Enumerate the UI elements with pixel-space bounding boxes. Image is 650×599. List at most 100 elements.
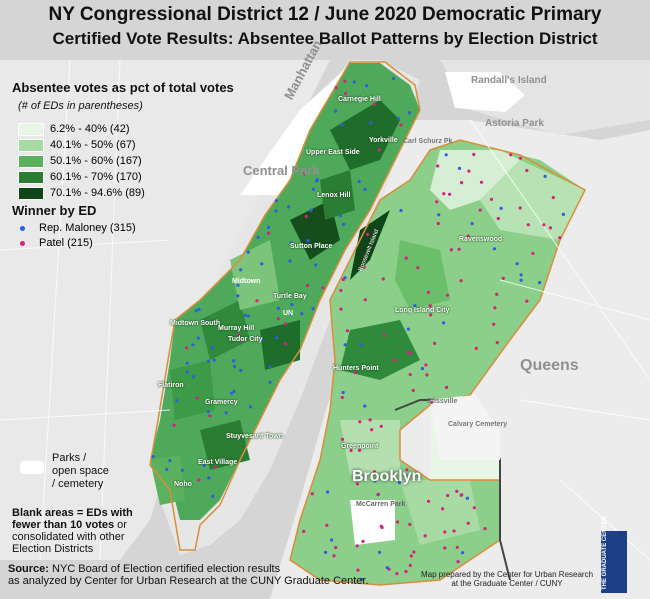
graduate-center-logo: THE GRADUATE CENTER (601, 516, 627, 593)
ed-winner-dot (395, 520, 400, 524)
source-note: Source: NYC Board of Election certified … (8, 563, 369, 587)
ed-winner-dot (457, 247, 461, 251)
neighborhood-label: Flatiron (158, 382, 184, 389)
legend-item: 6.2% - 40% (42) (18, 122, 129, 136)
ed-winner-dot (359, 343, 363, 347)
legend-item: 40.1% - 50% (67) (18, 138, 136, 152)
ed-winner-dot (518, 156, 523, 160)
ed-winner-dot (239, 368, 243, 373)
place-label: Queens (520, 357, 579, 374)
ed-winner-dot (339, 307, 343, 311)
ed-winner-dot (236, 294, 240, 298)
ed-winner-dot (460, 181, 464, 185)
ed-winner-dot (442, 192, 446, 196)
ed-winner-dot (449, 248, 453, 252)
ed-winner-dot (287, 205, 291, 209)
ed-winner-dot (558, 236, 562, 240)
ed-winner-dot (499, 206, 503, 210)
ed-winner-dot (408, 373, 412, 377)
legend-label: 70.1% - 94.6% (89) (50, 187, 145, 199)
legend-item: 60.1% - 70% (170) (18, 170, 142, 184)
ed-winner-dot (423, 534, 427, 538)
legend-swatch (18, 170, 44, 184)
legend-label: 50.1% - 60% (167) (50, 155, 142, 167)
ed-winner-dot (496, 216, 500, 221)
roosevelt-island (350, 210, 390, 280)
ed-winner-dot (356, 568, 360, 572)
ed-winner-dot (433, 341, 437, 345)
neighborhood-label: Yorkville (369, 137, 398, 144)
ed-winner-dot (429, 313, 433, 317)
place-label: McCarren Park (356, 501, 406, 508)
ed-winner-dot (455, 489, 459, 493)
ed-winner-dot (267, 225, 271, 230)
manhattan-districts (150, 63, 420, 520)
ed-winner-dot (202, 463, 206, 467)
ed-winner-dot (424, 363, 428, 367)
ed-winner-dot (274, 336, 279, 340)
ed-winner-dot (302, 529, 306, 534)
ed-winner-dot (268, 380, 272, 384)
winner-label: Patel (215) (39, 237, 93, 249)
ed-winner-dot (343, 276, 347, 280)
ed-winner-dot (376, 492, 380, 496)
neighborhood-label: Stuyvesant Town (226, 433, 284, 440)
ed-winner-dot (246, 314, 250, 318)
legend-label: 40.1% - 50% (67) (50, 139, 136, 151)
ed-winner-dot (443, 530, 447, 534)
ed-winner-dot (185, 361, 189, 365)
ed-winner-dot (289, 311, 293, 315)
neighborhood-label: Midtown South (170, 320, 221, 327)
ed-winner-dot (260, 262, 264, 266)
ed-winner-dot (426, 290, 431, 294)
ed-winner-dot (315, 179, 319, 183)
ed-winner-dot (538, 281, 542, 285)
neighborhood-label: Tudor City (228, 336, 263, 343)
ed-winner-dot (357, 179, 361, 184)
ed-winner-dot (399, 123, 403, 127)
map-title: NY Congressional District 12 / June 2020… (48, 4, 602, 25)
place-label: Brooklyn (352, 468, 422, 485)
neighborhood-label: Ravenswood (459, 236, 503, 243)
ed-winner-dot (302, 172, 306, 176)
legend-swatch (18, 154, 44, 168)
ed-winner-dot (232, 359, 236, 363)
ed-winner-dot (196, 336, 200, 340)
ed-winner-dot (441, 507, 445, 511)
ed-winner-dot (495, 292, 499, 296)
ed-winner-dot (426, 499, 431, 503)
ed-winner-dot (237, 333, 241, 337)
ed-winner-dot (446, 293, 450, 297)
place-label: Calvary Cemetery (448, 421, 508, 428)
ed-winner-dot (460, 493, 464, 497)
ed-winner-dot (428, 304, 432, 308)
legend-heading: Absentee votes as pct of total votes (12, 80, 234, 95)
ed-winner-dot (290, 303, 294, 307)
ed-winner-dot (436, 221, 440, 226)
ed-winner-dot (363, 187, 367, 192)
ed-winner-dot (345, 329, 349, 333)
ed-winner-dot (358, 420, 362, 424)
patel-dot-icon (20, 240, 25, 246)
neighborhood-label: Lenox Hill (317, 192, 351, 199)
ed-winner-dot (455, 545, 459, 549)
ed-winner-dot (378, 550, 382, 554)
ed-winner-dot (396, 117, 401, 121)
ed-winner-dot (515, 262, 519, 266)
ed-winner-dot (239, 268, 243, 272)
mccarren-park (350, 500, 395, 545)
ed-winner-dot (357, 448, 362, 452)
maloney-dot-icon (20, 225, 25, 231)
ed-winner-dot (483, 527, 487, 531)
ed-winner-dot (459, 279, 463, 283)
ed-winner-dot (184, 346, 189, 350)
ed-winner-dot (474, 346, 478, 350)
ed-winner-dot (255, 299, 259, 303)
ed-winner-dot (349, 448, 353, 453)
ed-winner-dot (437, 213, 441, 217)
randalls-island (445, 72, 525, 112)
ed-winner-dot (379, 424, 383, 428)
place-label: Randall's Island (471, 75, 547, 86)
